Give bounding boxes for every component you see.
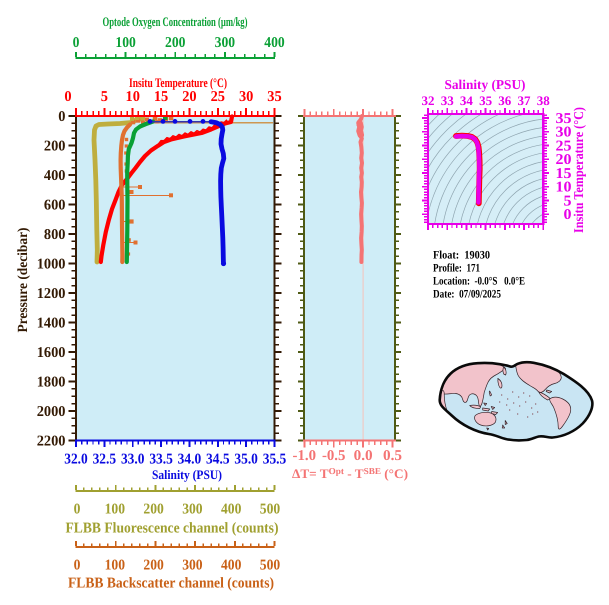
svg-text:FLBB Backscatter channel (coun: FLBB Backscatter channel (counts): [68, 576, 274, 592]
svg-text:32.5: 32.5: [93, 452, 117, 468]
svg-text:0.0: 0.0: [354, 448, 373, 464]
svg-text:FLBB Fluorescence channel (cou: FLBB Fluorescence channel (counts): [66, 521, 279, 537]
svg-text:35: 35: [267, 89, 281, 105]
svg-text:Profile: 171: Profile: 171: [433, 263, 480, 275]
svg-text:Optode Oxygen Concentration (µ: Optode Oxygen Concentration (µm/kg): [103, 14, 248, 29]
svg-text:400: 400: [44, 168, 66, 184]
svg-text:300: 300: [182, 558, 202, 574]
svg-text:37: 37: [518, 93, 532, 108]
svg-text:ΔT= TOpt - TSBE (°C): ΔT= TOpt - TSBE (°C): [292, 466, 408, 481]
svg-text:400: 400: [221, 502, 241, 518]
svg-text:0: 0: [73, 35, 80, 51]
svg-text:500: 500: [260, 502, 280, 518]
svg-text:1200: 1200: [37, 286, 66, 302]
svg-text:15: 15: [556, 166, 572, 182]
svg-text:32: 32: [422, 93, 435, 108]
svg-text:Insitu Temperature (°C): Insitu Temperature (°C): [129, 75, 227, 90]
svg-text:25: 25: [211, 89, 225, 105]
svg-text:Date: 07/09/2025: Date: 07/09/2025: [433, 289, 501, 301]
svg-text:-1.0: -1.0: [293, 448, 317, 464]
svg-text:200: 200: [44, 139, 66, 155]
svg-text:15: 15: [154, 89, 168, 105]
svg-text:300: 300: [215, 35, 235, 51]
svg-text:0: 0: [564, 207, 572, 223]
svg-text:600: 600: [44, 198, 66, 214]
svg-text:0: 0: [58, 109, 65, 125]
svg-text:1400: 1400: [37, 316, 66, 332]
svg-text:400: 400: [264, 35, 284, 51]
svg-text:Salinity (PSU): Salinity (PSU): [152, 467, 222, 482]
svg-text:35: 35: [556, 111, 572, 127]
svg-text:2000: 2000: [37, 404, 66, 420]
svg-text:20: 20: [556, 152, 572, 168]
svg-text:20: 20: [182, 89, 196, 105]
svg-text:30: 30: [556, 125, 572, 141]
svg-text:33.0: 33.0: [121, 452, 145, 468]
svg-text:33.5: 33.5: [149, 452, 173, 468]
svg-text:300: 300: [182, 502, 202, 518]
svg-text:35: 35: [479, 93, 493, 108]
svg-text:0: 0: [64, 89, 71, 105]
svg-text:Location: -0.0°S 0.0°E: Location: -0.0°S 0.0°E: [433, 276, 525, 288]
svg-text:Salinity (PSU): Salinity (PSU): [445, 77, 526, 92]
svg-text:200: 200: [165, 35, 185, 51]
svg-text:1600: 1600: [37, 345, 66, 361]
svg-text:200: 200: [143, 502, 163, 518]
svg-text:800: 800: [44, 227, 66, 243]
svg-text:Insitu Temperature (°C): Insitu Temperature (°C): [571, 107, 586, 233]
svg-text:1000: 1000: [37, 257, 66, 273]
svg-text:400: 400: [221, 558, 241, 574]
svg-text:34: 34: [460, 93, 474, 108]
svg-text:-0.5: -0.5: [322, 448, 346, 464]
svg-text:5: 5: [564, 193, 572, 209]
svg-text:200: 200: [143, 558, 163, 574]
svg-text:10: 10: [126, 89, 140, 105]
svg-text:5: 5: [101, 89, 108, 105]
svg-text:0: 0: [74, 558, 81, 574]
svg-text:0: 0: [74, 502, 81, 518]
svg-text:35.0: 35.0: [234, 452, 258, 468]
svg-text:2200: 2200: [37, 434, 66, 450]
svg-text:Pressure (decibar): Pressure (decibar): [16, 227, 31, 332]
svg-text:38: 38: [537, 93, 551, 108]
svg-text:30: 30: [239, 89, 253, 105]
svg-text:1800: 1800: [37, 375, 66, 391]
svg-text:34.5: 34.5: [206, 452, 230, 468]
svg-text:100: 100: [115, 35, 135, 51]
svg-text:100: 100: [105, 558, 125, 574]
svg-text:33: 33: [441, 93, 455, 108]
svg-text:100: 100: [105, 502, 125, 518]
svg-text:36: 36: [498, 93, 512, 108]
svg-text:25: 25: [556, 138, 572, 154]
svg-text:34.0: 34.0: [178, 452, 202, 468]
svg-text:500: 500: [260, 558, 280, 574]
svg-text:10: 10: [556, 180, 572, 196]
svg-text:32.0: 32.0: [64, 452, 88, 468]
svg-text:35.5: 35.5: [263, 452, 287, 468]
svg-text:Float: 19030: Float: 19030: [433, 250, 490, 262]
svg-text:0.5: 0.5: [383, 448, 402, 464]
